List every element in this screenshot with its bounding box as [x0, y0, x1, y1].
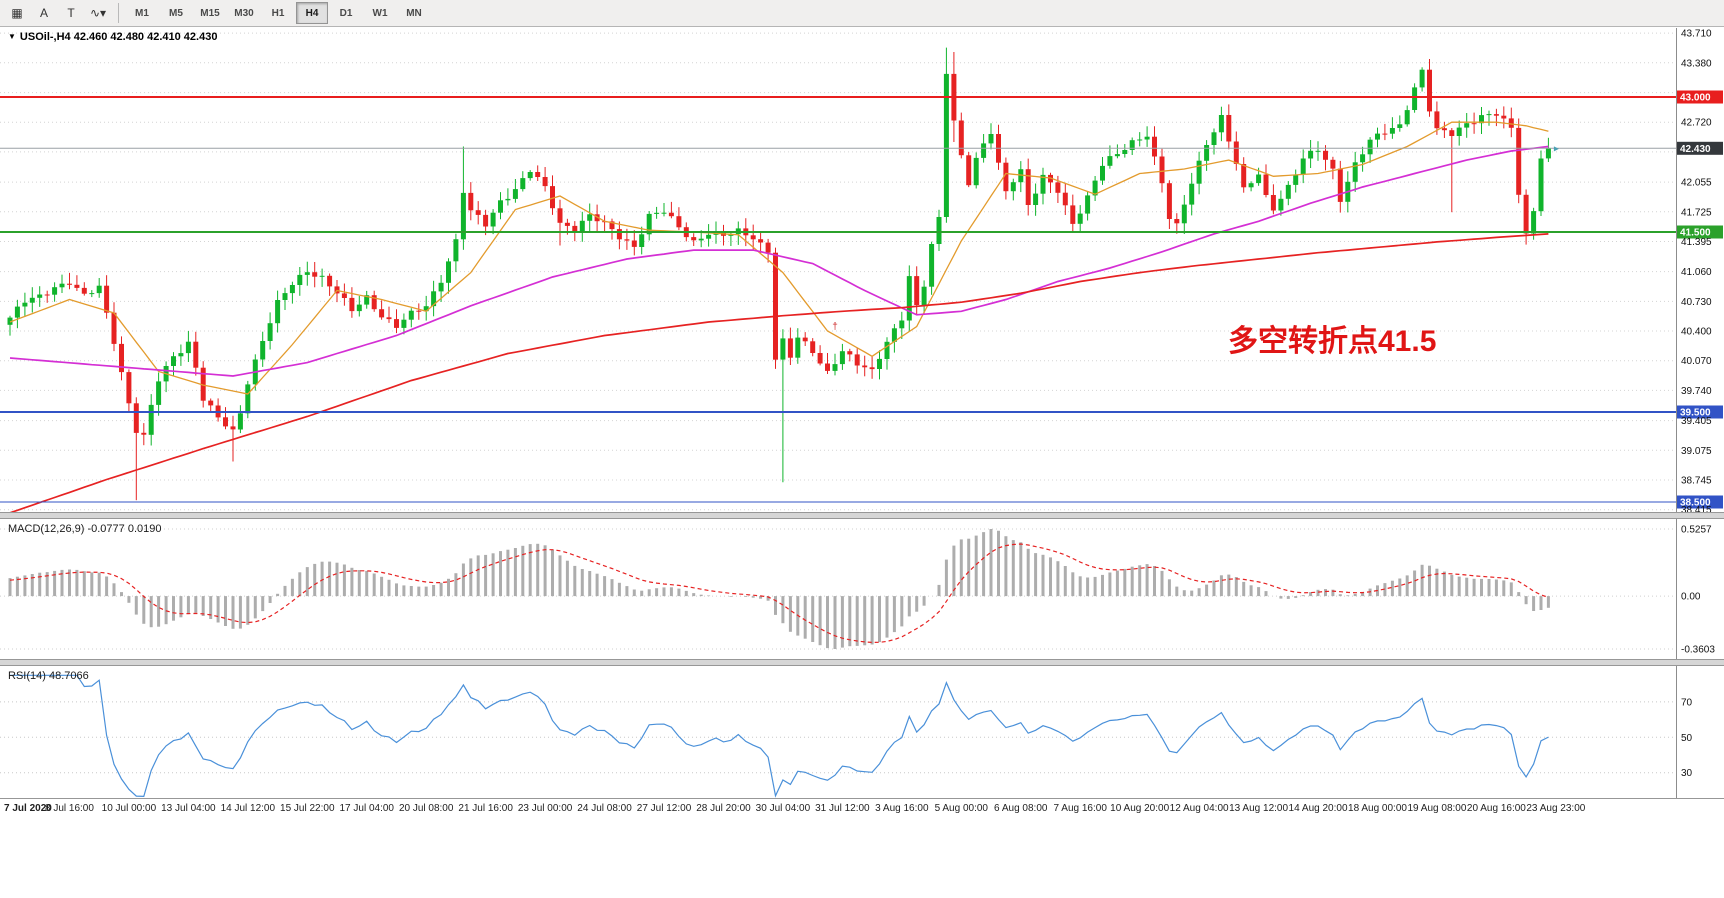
timeframe-mn-button[interactable]: MN	[406, 7, 422, 19]
svg-text:43.000: 43.000	[1680, 93, 1711, 104]
time-axis[interactable]: 7 Jul 2020 8 Jul 16:00 10 Jul 00:00 13 Jul …	[0, 799, 1724, 819]
rsi-line	[10, 674, 1549, 798]
svg-text:50: 50	[1681, 733, 1693, 744]
symbol-ohlc-title: ▼ USOil-,H4 42.460 42.480 42.410 42.430	[8, 31, 217, 43]
horizontal-level-line[interactable]: 43.000	[0, 90, 1723, 104]
trade-marker-icon: †	[832, 322, 838, 333]
time-label: 6 Aug 08:00	[994, 803, 1048, 814]
time-label: 3 Aug 16:00	[875, 803, 929, 814]
symbol-title-text: USOil-,H4 42.460 42.480 42.410 42.430	[19, 31, 218, 43]
time-label: 12 Aug 04:00	[1169, 803, 1229, 814]
svg-text:0.00: 0.00	[1681, 592, 1701, 603]
chart-annotation-text[interactable]: 多空转折点41.5	[1228, 325, 1437, 358]
svg-text:41.500: 41.500	[1680, 228, 1711, 239]
svg-text:38.415: 38.415	[1681, 505, 1712, 512]
svg-text:40.730: 40.730	[1681, 297, 1712, 308]
svg-text:40.400: 40.400	[1681, 327, 1712, 338]
macd-panel[interactable]: 0.5257 0.00 -0.3603	[0, 519, 1724, 659]
time-label: 27 Jul 12:00	[636, 803, 692, 814]
slow-ma-line	[9, 233, 1549, 512]
fast-ma-line	[9, 121, 1549, 395]
price-axis[interactable]: 43.710 43.380 42.720 42.055 41.725 41.395 41.0…	[1676, 28, 1713, 512]
chart-grid-icon[interactable]: ▦	[11, 6, 23, 20]
text-tool-icon[interactable]: T	[67, 6, 75, 20]
svg-text:39.405: 39.405	[1681, 416, 1712, 427]
timeframe-m1-button[interactable]: M1	[135, 7, 149, 19]
horizontal-level-line[interactable]: 38.500	[0, 495, 1723, 509]
time-label: 20 Aug 16:00	[1466, 803, 1526, 814]
time-label: 13 Aug 12:00	[1229, 803, 1289, 814]
svg-text:-0.3603: -0.3603	[1681, 645, 1715, 656]
toolbar-separator	[118, 3, 119, 23]
rsi-indicator-label: RSI(14) 48.7066	[8, 670, 89, 682]
trade-marker-icon: ▸	[1554, 143, 1559, 154]
time-label: 10 Jul 00:00	[101, 803, 157, 814]
time-label: 30 Jul 04:00	[755, 803, 811, 814]
timeframe-m30-button[interactable]: M30	[234, 7, 254, 19]
time-label: 23 Jul 00:00	[517, 803, 573, 814]
svg-text:30: 30	[1681, 768, 1693, 779]
time-label: 8 Jul 16:00	[44, 803, 94, 814]
svg-text:39.740: 39.740	[1681, 386, 1712, 397]
time-label: 19 Aug 08:00	[1407, 803, 1467, 814]
svg-text:43.380: 43.380	[1681, 58, 1712, 69]
timeframe-m15-button[interactable]: M15	[200, 7, 220, 19]
time-label: 14 Jul 12:00	[220, 803, 276, 814]
main-price-chart[interactable]: 43.00041.50039.50038.50042.430†▸43.71043…	[0, 28, 1724, 512]
collapse-arrow-icon[interactable]: ▼	[8, 32, 16, 41]
time-label: 7 Aug 16:00	[1053, 803, 1107, 814]
time-label: 31 Jul 12:00	[815, 803, 870, 814]
svg-text:40.070: 40.070	[1681, 356, 1712, 367]
toolbar: ▦ A T ∿▾ M1 M5 M15 M30 H1 H4 D1 W1 MN	[0, 0, 1724, 27]
time-label: 23 Aug 23:00	[1526, 803, 1586, 814]
svg-text:41.060: 41.060	[1681, 267, 1712, 278]
timeframe-h4-button[interactable]: H4	[296, 2, 328, 24]
time-label: 14 Aug 20:00	[1288, 803, 1348, 814]
time-label: 10 Aug 20:00	[1110, 803, 1170, 814]
svg-text:70: 70	[1681, 697, 1693, 708]
mid-ma-line	[9, 145, 1549, 377]
timeframe-h1-button[interactable]: H1	[271, 7, 285, 19]
panel-divider-2[interactable]	[0, 659, 1724, 666]
svg-text:42.720: 42.720	[1681, 118, 1712, 129]
time-label: 5 Aug 00:00	[934, 803, 988, 814]
time-label: 28 Jul 20:00	[696, 803, 751, 814]
time-label: 17 Jul 04:00	[339, 803, 394, 814]
time-label: 13 Jul 04:00	[161, 803, 216, 814]
horizontal-level-line[interactable]: 39.500	[0, 405, 1723, 419]
macd-indicator-label: MACD(12,26,9) -0.0777 0.0190	[8, 523, 162, 535]
cursor-tool-icon[interactable]: A	[39, 6, 48, 20]
timeframe-m5-button[interactable]: M5	[169, 7, 183, 19]
current-price-line: 42.430	[0, 141, 1723, 155]
macd-signal-line	[9, 543, 1549, 644]
time-label: 24 Jul 08:00	[577, 803, 632, 814]
time-label: 15 Jul 22:00	[280, 803, 335, 814]
time-label: 21 Jul 16:00	[458, 803, 513, 814]
horizontal-level-line[interactable]: 41.500	[0, 225, 1723, 239]
macd-histogram	[8, 529, 1550, 649]
svg-text:42.430: 42.430	[1680, 144, 1711, 155]
timeframe-d1-button[interactable]: D1	[339, 7, 353, 19]
time-label: 18 Aug 00:00	[1348, 803, 1407, 814]
svg-text:0.5257: 0.5257	[1681, 525, 1712, 536]
svg-text:38.500: 38.500	[1680, 498, 1711, 509]
rsi-panel[interactable]: 70 50 30	[0, 666, 1724, 798]
svg-text:38.745: 38.745	[1681, 476, 1712, 487]
svg-text:42.055: 42.055	[1681, 178, 1712, 189]
timeframe-w1-button[interactable]: W1	[372, 7, 388, 19]
svg-text:43.710: 43.710	[1681, 29, 1712, 40]
time-axis-border	[0, 798, 1724, 799]
polyline-tool-icon[interactable]: ∿▾	[89, 6, 107, 20]
svg-text:39.075: 39.075	[1681, 446, 1712, 457]
time-label: 7 Jul 2020	[4, 803, 52, 814]
svg-text:39.500: 39.500	[1680, 408, 1711, 419]
candles-layer	[7, 47, 1551, 501]
svg-text:41.725: 41.725	[1681, 207, 1712, 218]
time-label: 20 Jul 08:00	[398, 803, 454, 814]
svg-text:41.395: 41.395	[1681, 237, 1712, 248]
panel-divider[interactable]	[0, 512, 1724, 519]
drawing-tools-group: ▦ A T ∿▾	[4, 1, 112, 25]
timeframe-group: M1 M5 M15 M30 H1 H4 D1 W1 MN	[125, 2, 431, 24]
price-grid	[0, 32, 1676, 511]
